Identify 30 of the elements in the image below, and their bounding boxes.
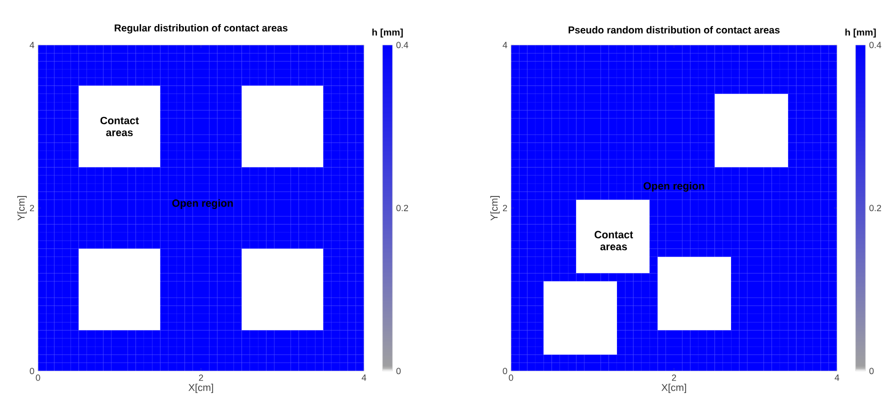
x-axis-title: X[cm] bbox=[661, 384, 686, 393]
x-tick-label: 4 bbox=[834, 374, 840, 381]
color-bar-label: 0.4 bbox=[869, 42, 882, 48]
x-tick-label: 2 bbox=[672, 374, 676, 381]
color-bar-label: 0 bbox=[396, 368, 401, 374]
y-tick-label: 4 bbox=[30, 42, 34, 48]
y-tick-label: 0 bbox=[30, 368, 34, 374]
y-axis-title: Y[cm] bbox=[490, 196, 500, 221]
color-bar-label: 0 bbox=[869, 368, 874, 374]
color-bar-label: 0.4 bbox=[396, 42, 408, 48]
x-axis-title: X[cm] bbox=[188, 384, 214, 393]
x-tick-label: 0 bbox=[36, 374, 40, 381]
y-tick-label: 0 bbox=[502, 368, 508, 374]
x-tick-label: 2 bbox=[198, 374, 204, 381]
y-tick-label: 2 bbox=[30, 204, 34, 212]
annotation: Open region bbox=[644, 182, 704, 192]
chart-title: Regular distribution of contact areas bbox=[114, 24, 288, 34]
color-bar-label: 0.2 bbox=[396, 204, 408, 212]
x-tick-label: 0 bbox=[508, 374, 514, 381]
annotation: Contact areas bbox=[100, 116, 139, 136]
y-axis-title: Y[cm] bbox=[17, 196, 27, 221]
x-tick-label: 4 bbox=[362, 374, 366, 381]
color-bar-title: h [mm] bbox=[372, 28, 403, 38]
annotation: Open region bbox=[172, 199, 233, 209]
annotation: Contact areas bbox=[594, 230, 634, 250]
y-tick-label: 4 bbox=[502, 42, 508, 48]
color-bar-label: 0.2 bbox=[869, 204, 882, 212]
chart-title: Pseudo random distribution of contact areas bbox=[568, 26, 780, 34]
y-tick-label: 2 bbox=[502, 204, 508, 212]
color-bar-title: h [mm] bbox=[845, 28, 876, 38]
